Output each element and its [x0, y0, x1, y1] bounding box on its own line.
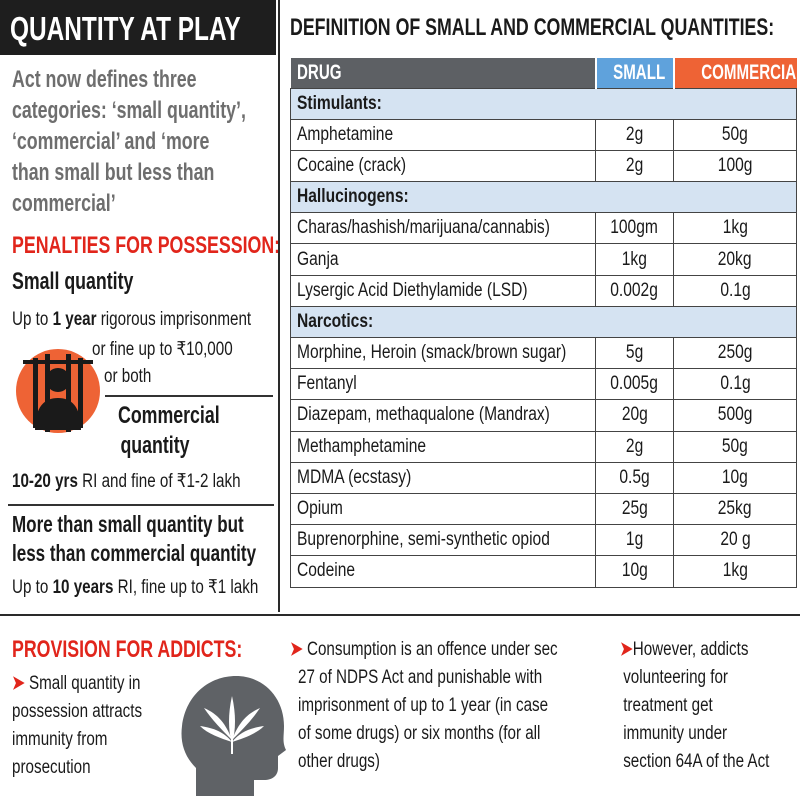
small-cell: 0.005g: [595, 368, 674, 401]
commercial-cell: 50g: [673, 430, 797, 463]
drug-cell: Cocaine (crack): [290, 149, 596, 183]
intro-line: than small but less than: [12, 159, 215, 186]
prison-bars-icon: [16, 349, 100, 433]
drug-cell: Methamphetamine: [290, 430, 596, 463]
table-row: Amphetamine 2g 50g: [290, 118, 797, 151]
quantities-table: DRUG SMALL COMMERCIAL Stimulants: Ampheta…: [290, 58, 797, 588]
head-cannabis-icon: [181, 676, 286, 796]
header-commercial: COMMERCIAL: [672, 58, 797, 88]
banner-title: QUANTITY AT PLAY: [10, 10, 241, 47]
table-row: Charas/hashish/marijuana/cannabis) 100gm 1…: [290, 212, 797, 245]
small-cell: 5g: [595, 336, 674, 370]
table-row: Cocaine (crack) 2g 100g: [290, 149, 797, 183]
provision-point-2: ➤ Consumption is an offence under sec 27…: [290, 639, 558, 772]
banner: QUANTITY AT PLAY: [0, 0, 276, 55]
category-row: Hallucinogens:: [290, 181, 797, 214]
left-panel: QUANTITY AT PLAY Act now defines three c…: [0, 0, 280, 612]
small-cell: 0.002g: [595, 274, 674, 307]
category-row: Stimulants:: [290, 87, 797, 120]
intro-line: ‘commercial’ and ‘more: [12, 128, 210, 155]
commercial-cell: 0.1g: [673, 368, 797, 401]
drug-cell: MDMA (ecstasy): [290, 461, 596, 494]
small-cell: 20g: [595, 399, 674, 432]
category-label: Stimulants:: [290, 87, 797, 120]
commercial-cell: 50g: [673, 118, 797, 151]
drug-cell: Fentanyl: [290, 368, 596, 401]
table-row: MDMA (ecstasy) 0.5g 10g: [290, 461, 797, 494]
provision-heading: PROVISION FOR ADDICTS:: [12, 636, 243, 663]
header-drug: DRUG: [290, 58, 596, 88]
category-label: Narcotics:: [290, 305, 797, 339]
divider: [105, 395, 273, 397]
commercial-penalty: 10-20 yrs RI and fine of ₹1-2 lakh: [12, 471, 241, 492]
table-row: Ganja 1kg 20kg: [290, 243, 797, 276]
drug-cell: Amphetamine: [290, 118, 596, 151]
table-row: Fentanyl 0.005g 0.1g: [290, 368, 797, 401]
commercial-cell: 100g: [673, 149, 797, 183]
small-penalty-line2: or fine up to ₹10,000: [92, 339, 233, 360]
commercial-cell: 20kg: [673, 243, 797, 276]
commercial-quantity-heading: Commercial quantity: [118, 402, 220, 459]
drug-cell: Lysergic Acid Diethylamide (LSD): [290, 274, 596, 307]
commercial-cell: 0.1g: [673, 274, 797, 307]
table-title: DEFINITION OF SMALL AND COMMERCIAL QUANT…: [290, 14, 775, 41]
provision-point-3: ➤However, addicts volunteering for treat…: [620, 639, 770, 772]
table-row: Morphine, Heroin (smack/brown sugar) 5g 25…: [290, 336, 797, 370]
commercial-cell: 250g: [673, 336, 797, 370]
intro-text: Act now defines three categories: ‘small…: [12, 64, 276, 219]
penalties-heading: PENALTIES FOR POSSESSION:: [12, 232, 281, 259]
small-cell: 2g: [595, 149, 674, 183]
intro-line: categories: ‘small quantity’,: [12, 97, 246, 124]
small-cell: 1g: [595, 524, 674, 557]
table-row: Opium 25g 25kg: [290, 492, 797, 526]
commercial-cell: 500g: [673, 399, 797, 432]
column-divider: [278, 0, 280, 612]
small-cell: 2g: [595, 430, 674, 463]
arrow-icon: ➤: [620, 639, 633, 660]
arrow-icon: ➤: [290, 639, 303, 660]
commercial-cell: 1kg: [673, 212, 797, 245]
divider: [8, 504, 274, 506]
table-row: Methamphetamine 2g 50g: [290, 430, 797, 463]
small-cell: 25g: [595, 492, 674, 526]
small-penalty-line3: or both: [104, 366, 152, 387]
small-cell: 10g: [595, 555, 674, 588]
more-than-small-heading: More than small quantity but less than c…: [12, 511, 257, 566]
table-row: Diazepam, methaqualone (Mandrax) 20g 500g: [290, 399, 797, 432]
drug-cell: Ganja: [290, 243, 596, 276]
category-label: Hallucinogens:: [290, 181, 797, 214]
small-cell: 100gm: [595, 212, 674, 245]
commercial-cell: 10g: [673, 461, 797, 494]
drug-cell: Charas/hashish/marijuana/cannabis): [290, 212, 596, 245]
small-cell: 0.5g: [595, 461, 674, 494]
header-small: SMALL: [594, 58, 674, 88]
more-than-small-penalty: Up to 10 years RI, fine up to ₹1 lakh: [12, 577, 259, 598]
small-quantity-heading: Small quantity: [12, 268, 134, 295]
arrow-icon: ➤: [12, 673, 25, 694]
provision-point-1: ➤ Small quantity in possession attracts …: [12, 673, 143, 778]
commercial-cell: 25kg: [673, 492, 797, 526]
intro-line: commercial’: [12, 190, 116, 217]
drug-cell: Opium: [290, 492, 596, 526]
small-cell: 1kg: [595, 243, 674, 276]
small-penalty-line1: Up to 1 year rigorous imprisonment: [12, 309, 252, 330]
drug-cell: Codeine: [290, 555, 596, 588]
table-row: Codeine 10g 1kg: [290, 555, 797, 588]
table-row: Lysergic Acid Diethylamide (LSD) 0.002g 0.…: [290, 274, 797, 307]
intro-line: Act now defines three: [12, 66, 197, 93]
commercial-cell: 20 g: [673, 524, 797, 557]
drug-cell: Diazepam, methaqualone (Mandrax): [290, 399, 596, 432]
category-row: Narcotics:: [290, 305, 797, 339]
section-divider: [0, 614, 800, 616]
table-row: Buprenorphine, semi-synthetic opiod 1g 20 …: [290, 524, 797, 557]
small-cell: 2g: [595, 118, 674, 151]
drug-cell: Morphine, Heroin (smack/brown sugar): [290, 336, 596, 370]
drug-cell: Buprenorphine, semi-synthetic opiod: [290, 524, 596, 557]
table-header-row: DRUG SMALL COMMERCIAL: [290, 58, 797, 88]
commercial-cell: 1kg: [673, 555, 797, 588]
